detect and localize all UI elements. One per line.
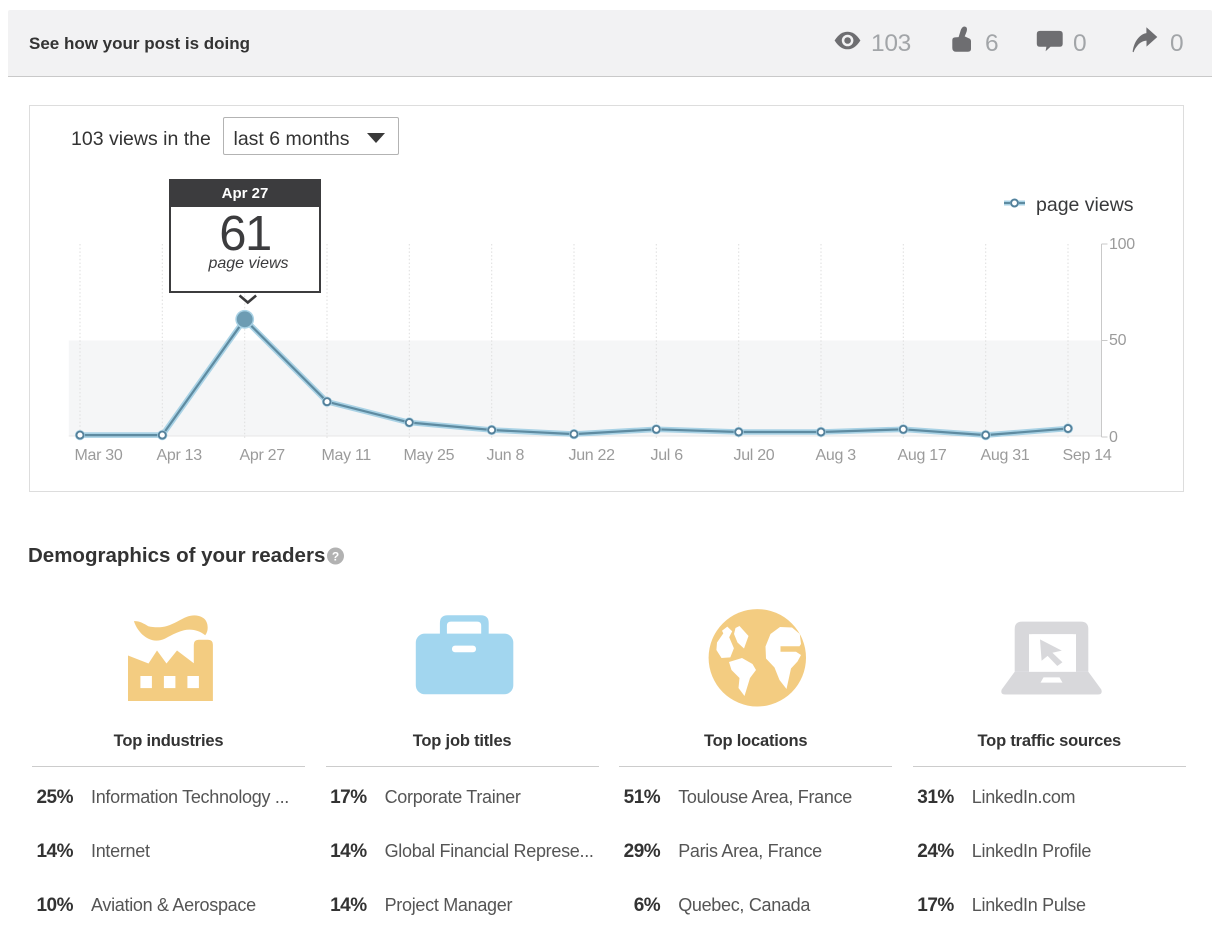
svg-text:?: ?: [332, 550, 339, 564]
